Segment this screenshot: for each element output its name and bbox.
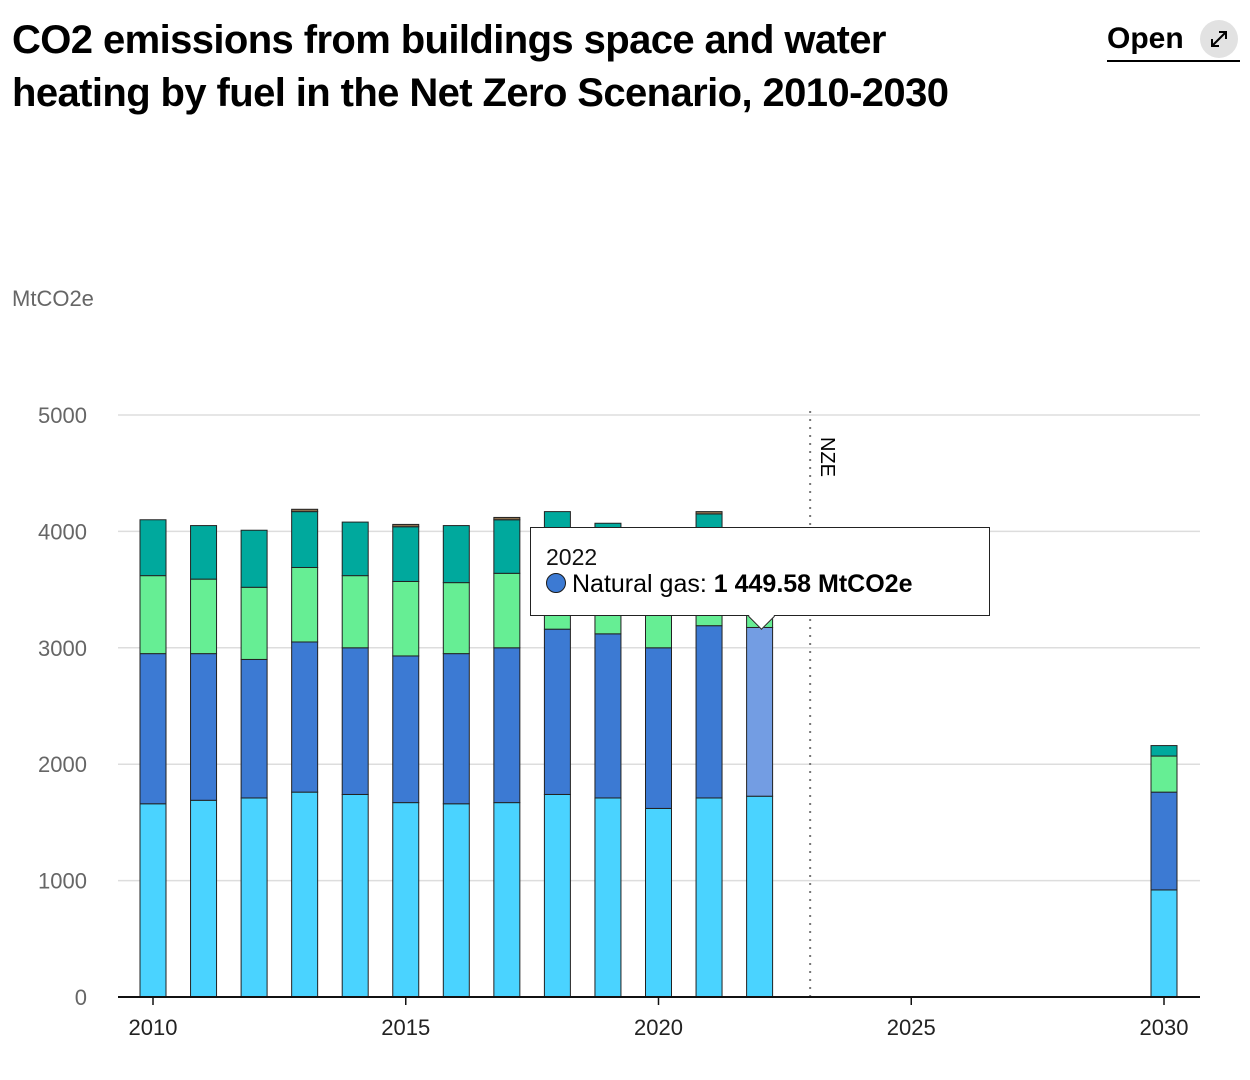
bar-segment: [1150, 745, 1178, 757]
bar-segment: [543, 793, 571, 998]
bar-segment: [190, 799, 218, 998]
y-tick-label: 4000: [38, 519, 87, 544]
bar-segment: [291, 511, 319, 568]
bar-segment: [1150, 755, 1178, 793]
y-tick-label: 1000: [38, 869, 87, 894]
bar-segment: [190, 525, 218, 580]
external-link-icon: [1200, 20, 1238, 58]
bar-segment: [442, 803, 470, 998]
bar-segment: [392, 523, 420, 528]
bar-segment: [139, 653, 167, 805]
x-tick-label: 2025: [887, 1015, 936, 1040]
bar-segment: [341, 521, 369, 577]
bar-segment: [341, 575, 369, 649]
bar-segment: [442, 653, 470, 805]
bar-segment: [746, 795, 774, 998]
bar-segment: [645, 647, 672, 809]
bar-segment: [341, 647, 369, 795]
bar-segment: [392, 802, 420, 998]
bar-segment: [746, 626, 774, 797]
tooltip-year: 2022: [546, 544, 598, 570]
bar-segment: [493, 647, 521, 804]
x-tick-label: 2030: [1140, 1015, 1189, 1040]
bar-segment: [240, 797, 268, 998]
x-tick-label: 2020: [634, 1015, 683, 1040]
chart-tooltip: 2022 Natural gas: 1 449.58 MtCO2e: [530, 527, 990, 630]
chart-title: CO2 emissions from buildings space and w…: [12, 18, 949, 115]
x-tick-label: 2015: [381, 1015, 430, 1040]
y-axis-unit-label: MtCO2e: [12, 286, 94, 311]
bar-segment: [695, 797, 723, 998]
y-tick-label: 5000: [38, 403, 87, 428]
bar-segment: [240, 586, 268, 660]
bar-segment: [291, 641, 319, 793]
bar-segment: [1150, 791, 1178, 891]
bar-segment: [695, 625, 723, 799]
x-tick-label: 2010: [129, 1015, 178, 1040]
bar-segment: [645, 807, 672, 998]
bar-segment: [392, 655, 420, 804]
bar-segment: [392, 526, 420, 582]
bar-segment: [240, 529, 268, 588]
bar-segment: [442, 582, 470, 655]
bar-segment: [594, 797, 622, 998]
bar-segment: [139, 803, 167, 998]
bar-segment: [543, 628, 571, 795]
y-tick-label: 2000: [38, 752, 87, 777]
bar-segment: [392, 580, 420, 657]
bar-segment: [139, 519, 167, 577]
bar-segment: [493, 519, 521, 574]
open-link-label: Open: [1107, 22, 1184, 55]
tooltip-row: Natural gas: 1 449.58 MtCO2e: [546, 570, 912, 599]
bar-segment: [493, 572, 521, 649]
tooltip-value: 1 449.58 MtCO2e: [713, 570, 913, 598]
bar-segment: [442, 525, 470, 584]
y-tick-label: 0: [75, 985, 87, 1010]
y-tick-label: 3000: [38, 636, 87, 661]
nze-annotation-label: NZE: [816, 437, 838, 477]
bar-segment: [493, 516, 521, 521]
bar-segment: [190, 578, 218, 655]
tooltip-separator: :: [699, 570, 714, 598]
open-chart-link[interactable]: Open: [1107, 20, 1240, 62]
bar-segment: [493, 802, 521, 998]
tooltip-series-swatch: [546, 573, 566, 593]
bar-segment: [695, 511, 723, 515]
bar-segment: [291, 566, 319, 643]
tooltip-series-name: Natural gas: [572, 570, 700, 598]
bar-segment: [240, 658, 268, 799]
bar-segment: [291, 508, 319, 513]
bar-segment: [291, 791, 319, 998]
bar-segment: [594, 633, 622, 799]
bar-segment: [341, 793, 369, 998]
bar-segment: [190, 653, 218, 801]
bar-segment: [139, 575, 167, 655]
bar-segment: [1150, 889, 1178, 998]
